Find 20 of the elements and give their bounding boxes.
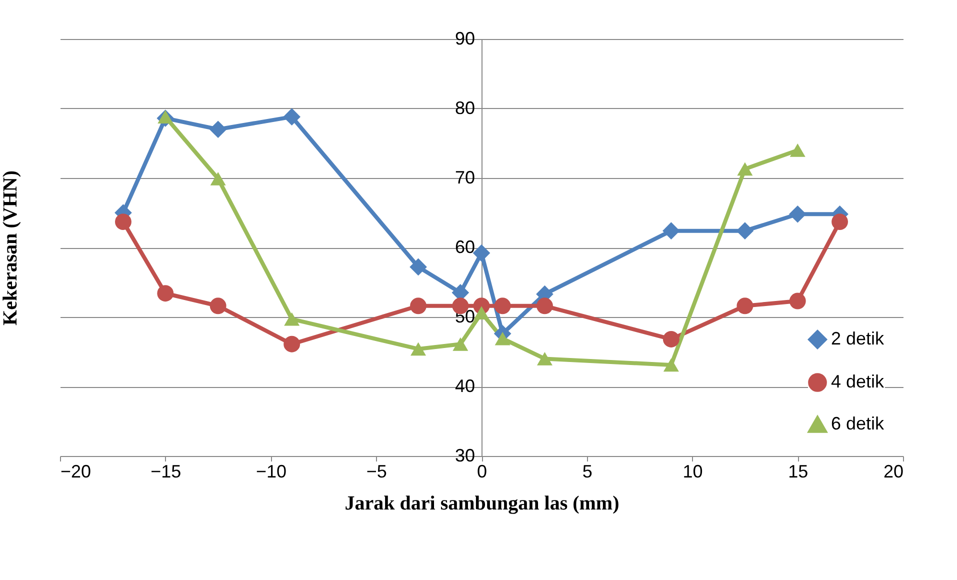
y-tick-label: 80: [454, 98, 475, 118]
x-axis-title: Jarak dari sambungan las (mm): [344, 492, 620, 514]
x-tick-label: −20: [60, 462, 92, 482]
y-tick-label: 30: [454, 446, 475, 466]
x-tick-label: −10: [256, 462, 287, 482]
x-tick-label: 10: [682, 462, 703, 482]
x-tick-label: 5: [582, 462, 592, 482]
y-axis-title: Kekerasan (VHN): [0, 170, 22, 326]
legend-label: 4 detik: [831, 372, 886, 392]
legend-label: 6 detik: [831, 414, 886, 434]
x-tick-label: 0: [476, 462, 488, 482]
y-tick-label: 90: [454, 28, 475, 48]
x-tick-label: 20: [883, 462, 904, 482]
x-tick-label: −15: [150, 462, 182, 482]
y-tick-label: 60: [454, 237, 475, 257]
y-tick-label: 70: [454, 168, 475, 188]
x-tick-label: −5: [366, 462, 387, 482]
y-tick-label: 40: [454, 376, 475, 396]
x-tick-label: 15: [788, 462, 808, 482]
legend-label: 2 detik: [831, 328, 886, 348]
